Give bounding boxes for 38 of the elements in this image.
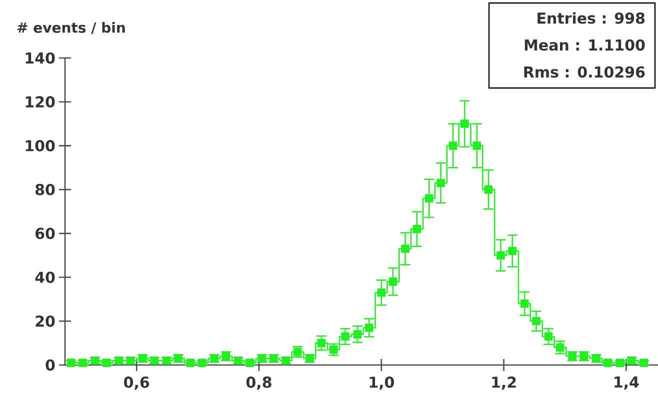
y-tick-label: 140 <box>26 52 55 64</box>
point <box>448 142 458 150</box>
y-tick-label: 120 <box>26 96 55 108</box>
y-tick-label: 20 <box>36 315 55 327</box>
point <box>532 316 540 326</box>
point <box>317 338 326 348</box>
point <box>556 343 564 352</box>
x-tick-label: 0,8 <box>246 376 272 390</box>
point <box>341 332 350 341</box>
text: Mean : 1.1100 <box>524 39 645 51</box>
y-tick-label: 80 <box>36 184 55 196</box>
point <box>424 194 434 202</box>
y-tick-label: 0 <box>46 359 55 371</box>
x-tick-label: 0,6 <box>124 376 150 390</box>
point <box>388 278 398 286</box>
y-tick-label: 60 <box>36 228 55 240</box>
y-tick-label: 40 <box>35 272 55 283</box>
annotation: Rms : 0.10296 <box>524 66 645 78</box>
point <box>330 346 338 354</box>
point <box>401 244 410 253</box>
point <box>436 178 445 188</box>
y-tick-label: 100 <box>26 140 55 152</box>
x-tick-label: 1,0 <box>370 376 394 390</box>
point <box>484 185 493 194</box>
point <box>460 120 469 128</box>
x-tick-label: 1,4 <box>614 376 639 390</box>
point <box>377 288 386 297</box>
point <box>365 324 374 332</box>
point <box>353 330 362 338</box>
y-axis-title: # events / bin <box>17 22 125 34</box>
point <box>544 332 553 341</box>
x-tick-label: 1,2 <box>492 376 516 390</box>
point <box>520 299 529 308</box>
point <box>496 251 505 260</box>
point <box>508 246 517 256</box>
point <box>412 224 422 234</box>
point <box>472 142 482 150</box>
text: Entries : 998 <box>538 12 645 24</box>
